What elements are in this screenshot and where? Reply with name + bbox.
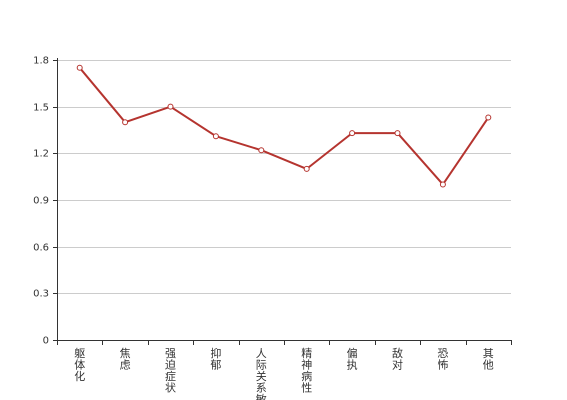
y-tick-label: 1.2: [33, 149, 49, 160]
axes: [57, 58, 511, 341]
data-point[interactable]: [303, 165, 310, 172]
series-line: [78, 67, 490, 186]
data-point[interactable]: [76, 64, 83, 71]
grid-lines: [57, 60, 511, 294]
x-tick-label: 其他: [483, 347, 494, 372]
x-tick-label: 强迫症状: [165, 347, 176, 395]
data-point[interactable]: [167, 103, 174, 110]
x-tick-label: 人际关系敏感: [256, 347, 267, 400]
y-tick-label: 0.3: [33, 289, 49, 300]
series: [76, 64, 492, 188]
x-tick-label: 焦虑: [120, 347, 131, 372]
x-tick-label: 敌对: [392, 346, 403, 372]
data-point[interactable]: [212, 133, 219, 140]
data-point[interactable]: [439, 181, 446, 188]
y-tick-label: 0.6: [33, 243, 49, 254]
y-axis-ticks: 0 0.3 0.6 0.9 1.2 1.5 1.8: [33, 56, 57, 347]
x-tick-label: 抑郁: [210, 346, 221, 372]
data-point[interactable]: [394, 130, 401, 137]
data-point[interactable]: [349, 130, 356, 137]
data-point[interactable]: [485, 114, 492, 121]
x-tick-label: 精神病性: [301, 347, 312, 395]
x-tick-label: 偏执: [347, 346, 358, 372]
data-point[interactable]: [122, 119, 129, 126]
y-tick-label: 1.5: [33, 103, 49, 114]
x-tick-label: 恐怖: [437, 347, 448, 372]
x-axis-ticks: 躯体化 焦虑 强迫症状 抑郁 人际关系敏感 精神病性 偏执 敌对 恐怖 其他: [57, 340, 512, 400]
y-tick-label: 0.9: [33, 196, 49, 207]
y-tick-label: 1.8: [33, 56, 49, 67]
x-tick-label: 躯体化: [74, 347, 85, 383]
data-point[interactable]: [258, 147, 265, 154]
y-tick-label: 0: [43, 336, 49, 347]
